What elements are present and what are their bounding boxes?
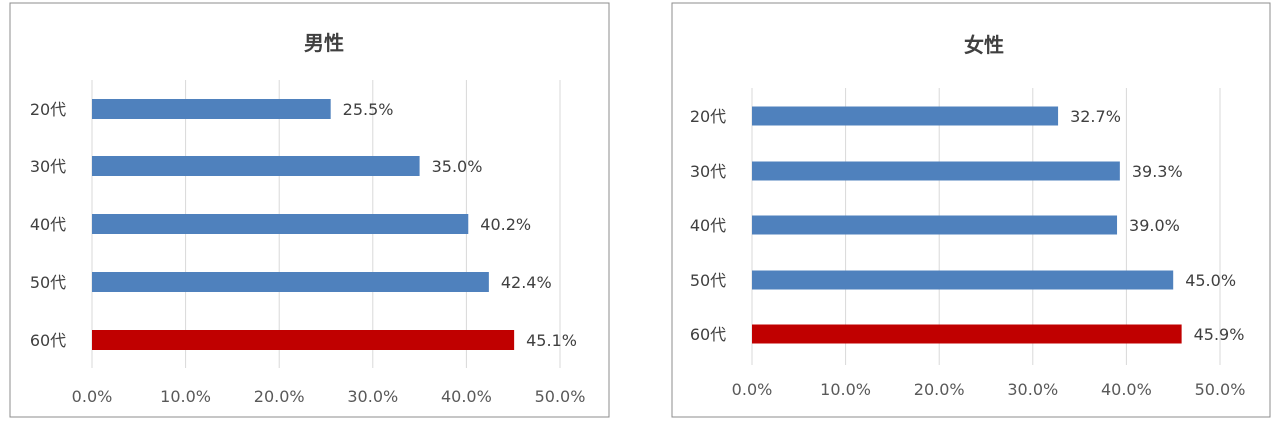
x-tick-label: 50.0%	[1195, 380, 1246, 399]
category-label: 30代	[690, 162, 726, 181]
data-label: 39.0%	[1129, 216, 1180, 235]
category-label: 20代	[30, 100, 66, 119]
x-tick-label: 30.0%	[347, 387, 398, 406]
x-tick-label: 10.0%	[160, 387, 211, 406]
data-label: 39.3%	[1132, 162, 1183, 181]
data-label: 42.4%	[501, 273, 552, 292]
chart-male: 男性 0.0% 10.0% 20.0% 30.0% 40.0% 50.0% 20代 25.5% 3…	[9, 2, 610, 418]
chart-female: 女性 0.0% 10.0% 20.0% 30.0% 40.0% 50.0% 20代 32.7% 3…	[671, 2, 1271, 418]
data-label: 25.5%	[343, 100, 394, 119]
category-label: 60代	[30, 331, 66, 350]
x-tick-label: 10.0%	[820, 380, 871, 399]
x-tick-label: 50.0%	[535, 387, 586, 406]
bar	[752, 270, 1174, 290]
chart-frame	[9, 2, 610, 418]
bar	[92, 156, 420, 176]
chart-frame	[671, 2, 1271, 418]
category-label: 40代	[690, 216, 726, 235]
chart-title: 男性	[304, 31, 344, 55]
data-label: 35.0%	[432, 157, 483, 176]
bar	[92, 214, 469, 234]
category-label: 50代	[690, 271, 726, 290]
bar	[752, 324, 1182, 344]
bar	[752, 215, 1118, 235]
category-label: 30代	[30, 157, 66, 176]
chart-title: 女性	[964, 33, 1004, 57]
data-label: 32.7%	[1070, 107, 1121, 126]
x-tick-label: 40.0%	[1101, 380, 1152, 399]
category-label: 40代	[30, 215, 66, 234]
bar	[752, 161, 1120, 181]
bar	[752, 106, 1059, 126]
category-label: 60代	[690, 325, 726, 344]
bar	[92, 330, 515, 350]
category-label: 20代	[690, 107, 726, 126]
data-label: 45.1%	[526, 331, 577, 350]
x-tick-label: 40.0%	[441, 387, 492, 406]
x-tick-label: 0.0%	[72, 387, 113, 406]
bar	[92, 272, 489, 292]
x-tick-label: 20.0%	[254, 387, 305, 406]
x-tick-label: 0.0%	[732, 380, 773, 399]
x-tick-label: 30.0%	[1007, 380, 1058, 399]
data-label: 45.9%	[1194, 325, 1245, 344]
data-label: 45.0%	[1185, 271, 1236, 290]
bar	[92, 99, 331, 119]
category-label: 50代	[30, 273, 66, 292]
data-label: 40.2%	[480, 215, 531, 234]
x-tick-label: 20.0%	[914, 380, 965, 399]
